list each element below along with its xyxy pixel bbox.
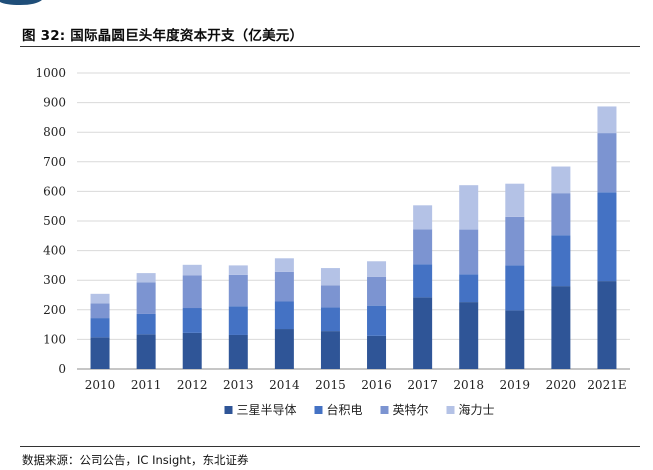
- y-tick-label: 400: [43, 244, 66, 258]
- x-tick-label: 2018: [453, 378, 484, 392]
- x-tick-label: 2015: [315, 378, 346, 392]
- legend-label-0: 三星半导体: [237, 403, 297, 417]
- bar-2014-series-3: [274, 258, 294, 272]
- top-rule: [20, 46, 640, 47]
- bar-2015-series-0: [320, 331, 340, 369]
- bar-2013-series-3: [228, 265, 248, 275]
- bar-2021E-series-1: [597, 192, 617, 282]
- bar-2015-series-3: [320, 268, 340, 286]
- x-tick-label: 2013: [223, 378, 254, 392]
- bar-2010-series-0: [90, 337, 110, 369]
- x-tick-label: 2016: [361, 378, 392, 392]
- bar-2011-series-0: [136, 334, 156, 369]
- bar-2013-series-1: [228, 306, 248, 335]
- y-tick-label: 700: [43, 155, 66, 169]
- bar-2021E-series-0: [597, 281, 617, 369]
- y-tick-label: 300: [43, 273, 66, 287]
- bottom-rule: [20, 446, 640, 447]
- legend-label-1: 台积电: [327, 402, 363, 417]
- bar-2012-series-1: [182, 308, 202, 333]
- bar-2021E-series-2: [597, 133, 617, 193]
- y-tick-label: 200: [43, 303, 66, 317]
- bar-2014-series-1: [274, 301, 294, 330]
- bar-2021E-series-3: [597, 106, 617, 134]
- bar-2016-series-0: [367, 335, 387, 369]
- bar-2015-series-2: [320, 285, 340, 308]
- bar-2011-series-1: [136, 313, 156, 335]
- bar-2017-series-2: [413, 229, 433, 265]
- bar-2013-series-2: [228, 274, 248, 307]
- bar-2014-series-2: [274, 271, 294, 302]
- legend-swatch-2: [380, 406, 389, 414]
- bar-2020-series-2: [551, 193, 571, 236]
- bar-2019-series-3: [505, 183, 525, 217]
- x-tick-label: 2010: [85, 378, 116, 392]
- y-tick-label: 600: [43, 184, 66, 198]
- bar-2012-series-3: [182, 264, 202, 276]
- bar-2020-series-1: [551, 235, 571, 287]
- bar-2017-series-3: [413, 205, 433, 230]
- bar-2019-series-1: [505, 265, 525, 311]
- bar-2018-series-0: [459, 302, 479, 369]
- legend-swatch-0: [224, 406, 233, 414]
- bar-2011-series-2: [136, 282, 156, 314]
- legend-label-3: 海力士: [459, 402, 495, 417]
- bar-2010-series-3: [90, 293, 110, 304]
- bar-2019-series-0: [505, 310, 525, 369]
- y-tick-label: 0: [58, 362, 66, 376]
- bar-2016-series-3: [367, 261, 387, 277]
- bar-2010-series-1: [90, 318, 110, 338]
- bar-2020-series-3: [551, 166, 571, 194]
- bar-2010-series-2: [90, 303, 110, 319]
- header-decoration: [0, 0, 42, 5]
- legend-swatch-3: [446, 406, 455, 414]
- y-tick-label: 100: [43, 332, 66, 346]
- bar-2012-series-2: [182, 275, 202, 309]
- x-tick-label: 2012: [177, 378, 208, 392]
- x-tick-label: 2020: [546, 378, 577, 392]
- y-tick-label: 1000: [35, 66, 66, 80]
- x-tick-label: 2011: [131, 378, 162, 392]
- y-tick-label: 900: [43, 96, 66, 110]
- bar-2018-series-1: [459, 274, 479, 303]
- figure-title: 图 32: 国际晶圆巨头年度资本开支（亿美元）: [22, 28, 304, 44]
- bar-2015-series-1: [320, 307, 340, 332]
- x-tick-label: 2014: [269, 378, 300, 392]
- bar-2016-series-2: [367, 276, 387, 306]
- chart: 0 100 200 300 400 500 600 700 800 900 1000 2010 2011…: [35, 66, 630, 417]
- x-tick-label: 2017: [407, 378, 438, 392]
- legend-label-2: 英特尔: [393, 402, 429, 417]
- source-note: 数据来源：公司公告，IC Insight，东北证券: [22, 453, 249, 467]
- bar-2018-series-3: [459, 185, 479, 230]
- bar-2014-series-0: [274, 329, 294, 369]
- y-tick-label: 500: [43, 214, 66, 228]
- legend-swatch-1: [314, 406, 323, 414]
- bar-2012-series-0: [182, 332, 202, 369]
- bar-2013-series-0: [228, 334, 248, 369]
- bar-2018-series-2: [459, 229, 479, 275]
- y-tick-label: 800: [43, 125, 66, 139]
- bar-2011-series-3: [136, 273, 156, 283]
- bar-2019-series-2: [505, 216, 525, 266]
- bar-2017-series-0: [413, 297, 433, 369]
- x-tick-label: 2019: [500, 378, 531, 392]
- bar-2016-series-1: [367, 305, 387, 336]
- bar-2020-series-0: [551, 286, 571, 369]
- bar-2017-series-1: [413, 264, 433, 298]
- x-tick-label: 2021E: [587, 378, 626, 392]
